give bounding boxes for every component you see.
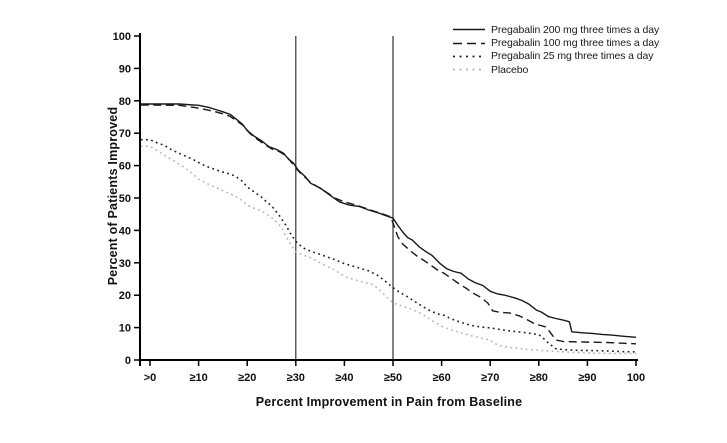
y-tick-label: 100 [113, 31, 131, 43]
x-tick-label: ≥10 [189, 372, 207, 384]
x-tick-label: ≥20 [238, 372, 256, 384]
legend-swatch-dashed-line-icon [452, 39, 486, 48]
x-tick-label: ≥50 [384, 372, 402, 384]
x-tick-label: ≥70 [481, 372, 499, 384]
y-tick-label: 40 [119, 225, 131, 237]
legend-item-pregabalin-200mg: Pregabalin 200 mg three times a day [452, 23, 659, 36]
y-tick-label: 90 [119, 63, 131, 75]
x-tick-label: 100 [627, 372, 645, 384]
y-tick-label: 0 [125, 355, 131, 367]
legend-item-placebo: Placebo [452, 63, 659, 76]
y-tick-label: 10 [119, 323, 131, 335]
legend-swatch-dotted-line-icon [452, 65, 486, 74]
y-tick-label: 70 [119, 128, 131, 140]
y-tick-label: 80 [119, 96, 131, 108]
legend-item-pregabalin-100mg: Pregabalin 100 mg three times a day [452, 36, 659, 49]
y-tick-label: 50 [119, 193, 131, 205]
y-axis-title: Percent of Patients Improved [106, 106, 120, 286]
legend-label: Pregabalin 25 mg three times a day [491, 50, 654, 63]
y-tick-label: 30 [119, 258, 131, 270]
series-line-placebo [140, 145, 636, 355]
x-tick-label: >0 [144, 372, 157, 384]
legend-swatch-dotted-line-icon [452, 52, 486, 61]
x-tick-label: ≥30 [287, 372, 305, 384]
legend-label: Pregabalin 200 mg three times a day [491, 23, 660, 36]
legend: Pregabalin 200 mg three times a day Prega… [452, 23, 659, 77]
legend-swatch-solid-line-icon [452, 25, 486, 34]
x-tick-label: ≥80 [530, 372, 548, 384]
legend-label: Placebo [491, 63, 529, 76]
x-axis-title: Percent Improvement in Pain from Baselin… [255, 395, 523, 409]
y-tick-label: 20 [119, 290, 131, 302]
series-line-pregabalin-100mg [140, 104, 637, 345]
x-tick-label: ≥90 [578, 372, 596, 384]
series-line-pregabalin-25mg [140, 138, 637, 353]
y-tick-label: 60 [119, 161, 131, 173]
series-line-pregabalin-200mg [140, 103, 637, 338]
legend-item-pregabalin-25mg: Pregabalin 25 mg three times a day [452, 50, 659, 63]
x-tick-label: ≥40 [335, 372, 353, 384]
x-tick-label: ≥60 [432, 372, 450, 384]
legend-label: Pregabalin 100 mg three times a day [491, 37, 660, 50]
